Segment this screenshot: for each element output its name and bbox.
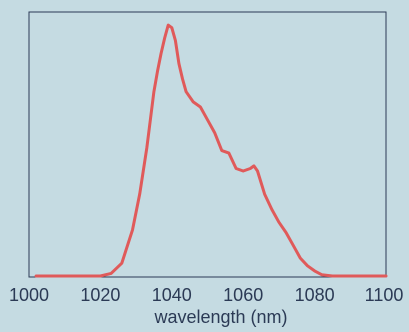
x-tick-label: 1020 bbox=[80, 285, 120, 305]
spectrum-line bbox=[34, 23, 388, 278]
x-axis-title: wavelength (nm) bbox=[153, 307, 287, 327]
x-tick-label: 1040 bbox=[152, 285, 192, 305]
x-tick-label: 1100 bbox=[365, 285, 404, 305]
plot-frame bbox=[28, 11, 387, 278]
x-tick-label: 1000 bbox=[9, 285, 49, 305]
x-tick-label: 1060 bbox=[223, 285, 263, 305]
x-tick-label: 1080 bbox=[295, 285, 335, 305]
x-tick-labels: 1000 1020 1040 1060 1080 1100 bbox=[9, 285, 403, 305]
